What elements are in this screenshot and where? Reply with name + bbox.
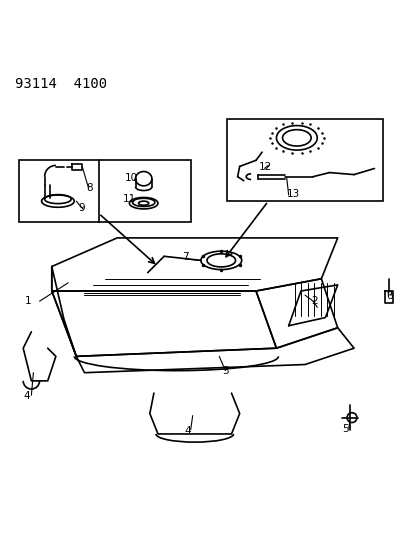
Text: 13: 13 bbox=[286, 189, 299, 199]
Text: 2: 2 bbox=[311, 296, 317, 306]
Text: 8: 8 bbox=[86, 183, 93, 193]
Text: 93114  4100: 93114 4100 bbox=[15, 77, 107, 91]
Text: 6: 6 bbox=[386, 291, 392, 301]
Text: 1: 1 bbox=[25, 296, 32, 306]
Bar bbox=[227, 119, 382, 201]
Bar bbox=[19, 160, 190, 222]
Text: 3: 3 bbox=[222, 366, 228, 376]
Text: 5: 5 bbox=[341, 424, 348, 434]
Text: 4: 4 bbox=[184, 426, 191, 436]
Text: 7: 7 bbox=[181, 252, 188, 262]
Text: 11: 11 bbox=[123, 194, 136, 204]
Text: 12: 12 bbox=[259, 161, 272, 172]
Text: 4: 4 bbox=[23, 391, 30, 401]
Text: 9: 9 bbox=[78, 204, 85, 213]
Text: 10: 10 bbox=[125, 173, 138, 183]
